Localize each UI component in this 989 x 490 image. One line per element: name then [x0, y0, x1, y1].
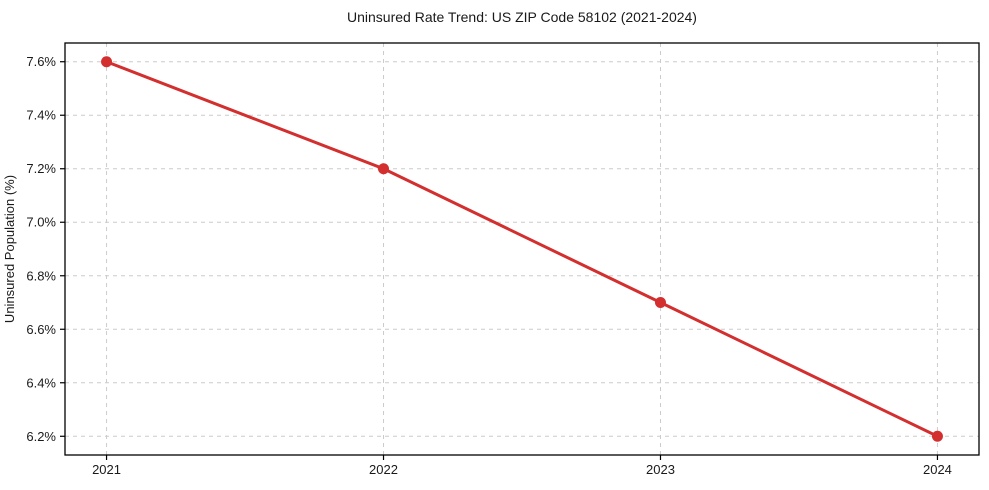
x-tick-label: 2022 [369, 462, 398, 477]
y-axis-label: Uninsured Population (%) [2, 175, 17, 323]
x-tick-label: 2024 [923, 462, 952, 477]
axis-ticks-group [60, 61, 939, 460]
y-tick-label: 6.2% [26, 429, 56, 444]
y-tick-label: 7.0% [26, 215, 56, 230]
x-tick-label: 2021 [92, 462, 121, 477]
series-group [101, 56, 943, 442]
x-tick-label: 2023 [646, 462, 675, 477]
gridlines-group [65, 43, 979, 455]
data-point-2021 [101, 56, 113, 68]
data-point-2024 [931, 430, 943, 442]
trend-line [105, 60, 939, 438]
chart-title: Uninsured Rate Trend: US ZIP Code 58102 … [347, 9, 697, 25]
y-tick-label: 7.2% [26, 161, 56, 176]
y-tick-label: 6.8% [26, 268, 56, 283]
y-tick-label: 6.6% [26, 322, 56, 337]
y-tick-label: 7.6% [26, 54, 56, 69]
y-tick-label: 7.4% [26, 108, 56, 123]
y-tick-label: 6.4% [26, 375, 56, 390]
data-point-2022 [378, 163, 390, 175]
plot-border [64, 42, 980, 456]
tick-labels-group: 2021 2022 2023 2024 6.2% 6.4% 6.6% 6.8% 7.0% 7.2%… [26, 54, 952, 477]
data-point-2023 [654, 297, 666, 309]
plot-frame-group [64, 42, 980, 456]
